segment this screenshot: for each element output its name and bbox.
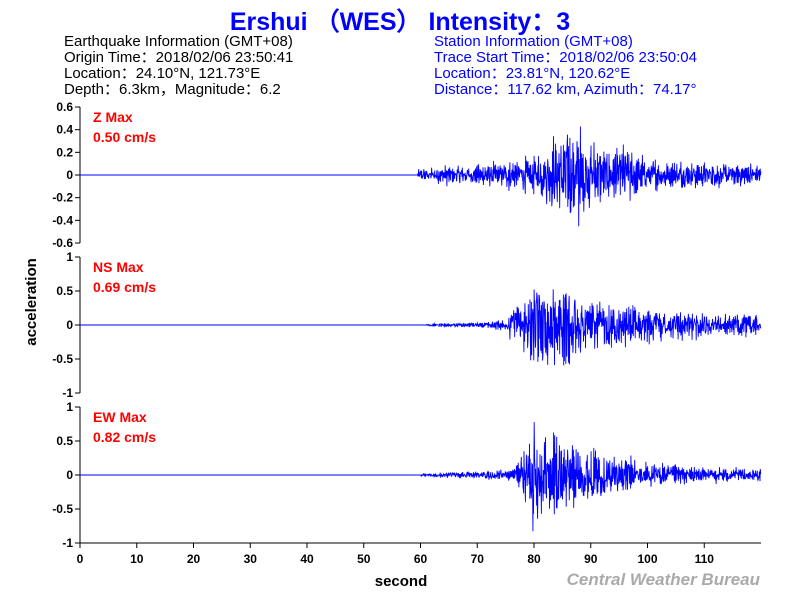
y-axis-label: acceleration <box>23 258 40 346</box>
page-title: Ershui （WES） Intensity：3 <box>229 8 571 36</box>
y-tick-label: 0.4 <box>56 123 73 137</box>
origin-time: Origin Time：2018/02/06 23:50:41 <box>64 49 294 66</box>
earthquake-info-heading: Earthquake Information (GMT+08) <box>64 33 293 50</box>
max-value-z: 0.50 cm/s <box>93 129 156 145</box>
max-title-ew: EW Max <box>93 409 147 425</box>
max-title-z: Z Max <box>93 109 133 125</box>
x-tick-label: 40 <box>300 552 314 566</box>
station-info-heading: Station Information (GMT+08) <box>434 33 633 50</box>
credit-text: Central Weather Bureau <box>566 570 760 589</box>
x-tick-label: 80 <box>527 552 541 566</box>
distance-azimuth: Distance：117.62 km, Azimuth：74.17° <box>434 81 697 98</box>
x-tick-label: 30 <box>244 552 258 566</box>
max-title-ns: NS Max <box>93 259 144 275</box>
y-tick-label: -0.6 <box>52 236 73 250</box>
x-tick-label: 60 <box>414 552 428 566</box>
y-tick-label: -1 <box>62 536 73 550</box>
max-value-ew: 0.82 cm/s <box>93 429 156 445</box>
y-tick-label: -0.4 <box>52 213 73 227</box>
y-tick-label: -0.2 <box>52 191 73 205</box>
x-tick-label: 70 <box>471 552 485 566</box>
station-location: Location：23.81°N, 120.62°E <box>434 65 631 82</box>
y-tick-label: -0.5 <box>52 502 73 516</box>
y-tick-label: -1 <box>62 386 73 400</box>
y-tick-label: 1 <box>66 250 73 264</box>
x-tick-label: 110 <box>695 552 715 566</box>
x-tick-label: 0 <box>77 552 84 566</box>
y-tick-label: 0.5 <box>56 284 73 298</box>
waveform-ew <box>420 422 762 532</box>
y-tick-label: 0 <box>66 468 73 482</box>
waveform-ns <box>425 289 762 366</box>
y-tick-label: 1 <box>66 400 73 414</box>
max-value-ns: 0.69 cm/s <box>93 279 156 295</box>
y-tick-label: 0.5 <box>56 434 73 448</box>
y-tick-label: 0 <box>66 168 73 182</box>
trace-start-time: Trace Start Time：2018/02/06 23:50:04 <box>434 49 697 66</box>
x-tick-label: 20 <box>187 552 201 566</box>
y-tick-label: -0.5 <box>52 352 73 366</box>
depth-magnitude: Depth：6.3km，Magnitude：6.2 <box>64 81 281 98</box>
x-axis-label: second <box>375 573 428 590</box>
y-tick-label: 0.2 <box>56 145 73 159</box>
x-tick-label: 10 <box>130 552 144 566</box>
station-info: Station Information (GMT+08) Trace Start… <box>434 34 697 98</box>
epicenter-location: Location：24.10°N, 121.73°E <box>64 65 261 82</box>
waveform-z <box>417 126 762 227</box>
earthquake-info: Earthquake Information (GMT+08) Origin T… <box>64 34 293 98</box>
y-tick-label: 0.6 <box>56 100 73 114</box>
x-tick-label: 50 <box>357 552 371 566</box>
y-tick-label: 0 <box>66 318 73 332</box>
x-tick-label: 100 <box>637 552 657 566</box>
x-tick-label: 90 <box>584 552 598 566</box>
